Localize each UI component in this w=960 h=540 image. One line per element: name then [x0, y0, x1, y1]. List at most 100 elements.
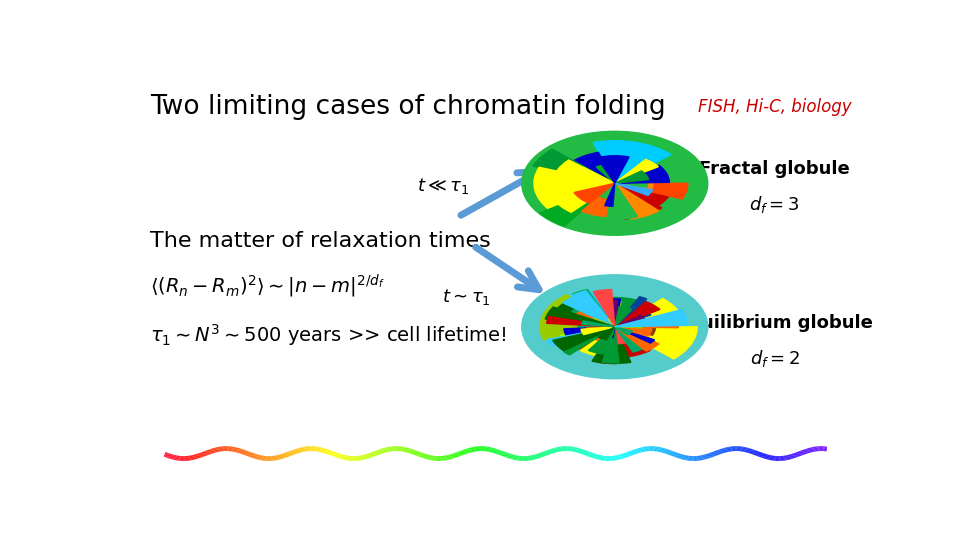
Wedge shape — [614, 173, 654, 183]
Wedge shape — [607, 183, 637, 219]
Wedge shape — [553, 327, 614, 350]
Wedge shape — [593, 183, 614, 198]
Wedge shape — [614, 149, 706, 183]
Wedge shape — [614, 322, 638, 327]
Wedge shape — [602, 327, 619, 363]
Wedge shape — [593, 141, 671, 183]
Wedge shape — [581, 327, 615, 357]
Wedge shape — [559, 161, 614, 183]
Wedge shape — [588, 327, 614, 354]
Text: The matter of relaxation times: The matter of relaxation times — [150, 231, 491, 251]
Wedge shape — [614, 322, 649, 327]
Wedge shape — [599, 327, 614, 348]
Circle shape — [522, 131, 708, 235]
Wedge shape — [573, 152, 614, 183]
Wedge shape — [540, 183, 614, 226]
Wedge shape — [604, 316, 614, 327]
Wedge shape — [597, 156, 629, 183]
Wedge shape — [614, 156, 653, 183]
Text: Equilibrium globule: Equilibrium globule — [676, 314, 874, 332]
Wedge shape — [590, 327, 614, 347]
Wedge shape — [614, 163, 648, 183]
Wedge shape — [609, 319, 614, 327]
Circle shape — [522, 275, 708, 379]
Wedge shape — [553, 160, 614, 183]
Wedge shape — [587, 327, 614, 334]
Wedge shape — [614, 327, 659, 351]
Wedge shape — [614, 301, 660, 327]
Wedge shape — [577, 316, 614, 327]
Wedge shape — [605, 183, 614, 206]
Wedge shape — [614, 309, 688, 327]
Wedge shape — [594, 327, 614, 341]
Wedge shape — [614, 169, 644, 183]
Text: Two limiting cases of chromatin folding: Two limiting cases of chromatin folding — [150, 94, 665, 120]
Wedge shape — [614, 314, 637, 327]
Wedge shape — [593, 289, 614, 327]
Wedge shape — [614, 323, 647, 330]
Text: $\tau_1 \sim N^3 \sim 500$ years >> cell lifetime!: $\tau_1 \sim N^3 \sim 500$ years >> cell… — [150, 322, 506, 348]
Wedge shape — [587, 327, 652, 355]
Wedge shape — [561, 327, 614, 345]
Wedge shape — [582, 321, 614, 327]
Wedge shape — [546, 316, 614, 327]
Wedge shape — [563, 291, 614, 327]
Wedge shape — [596, 164, 614, 183]
Wedge shape — [578, 322, 614, 333]
Wedge shape — [614, 183, 688, 199]
Wedge shape — [614, 327, 649, 354]
Wedge shape — [614, 183, 653, 195]
Wedge shape — [614, 320, 632, 327]
Wedge shape — [572, 289, 614, 327]
Wedge shape — [614, 159, 659, 183]
Wedge shape — [572, 167, 614, 183]
Wedge shape — [610, 299, 620, 327]
Text: Fractal globule: Fractal globule — [699, 160, 851, 178]
Wedge shape — [553, 301, 614, 327]
Wedge shape — [614, 327, 697, 359]
Wedge shape — [614, 327, 656, 352]
Wedge shape — [606, 327, 614, 338]
Wedge shape — [614, 299, 681, 327]
Wedge shape — [614, 315, 646, 327]
Wedge shape — [564, 327, 614, 355]
Wedge shape — [614, 181, 653, 191]
Wedge shape — [614, 327, 655, 343]
Wedge shape — [614, 307, 632, 327]
Wedge shape — [598, 183, 614, 193]
Wedge shape — [592, 327, 631, 363]
Wedge shape — [598, 327, 617, 363]
Wedge shape — [614, 171, 649, 183]
Wedge shape — [545, 307, 614, 327]
Wedge shape — [564, 327, 614, 352]
Wedge shape — [611, 172, 620, 183]
Wedge shape — [598, 327, 614, 340]
Wedge shape — [574, 183, 614, 204]
Wedge shape — [614, 327, 633, 335]
Wedge shape — [609, 327, 627, 344]
Wedge shape — [603, 301, 621, 327]
Wedge shape — [606, 327, 614, 342]
Wedge shape — [614, 322, 642, 328]
Wedge shape — [554, 183, 614, 212]
Wedge shape — [614, 183, 669, 210]
Wedge shape — [608, 300, 617, 327]
Text: $t \ll \tau_1$: $t \ll \tau_1$ — [418, 176, 470, 196]
Wedge shape — [581, 327, 614, 335]
Wedge shape — [614, 309, 651, 327]
Wedge shape — [614, 314, 633, 327]
Wedge shape — [614, 179, 647, 187]
Text: $d_f = 3$: $d_f = 3$ — [750, 194, 800, 215]
Wedge shape — [540, 295, 614, 340]
Wedge shape — [614, 183, 662, 219]
Text: $t \sim \tau_1$: $t \sim \tau_1$ — [442, 287, 491, 307]
Wedge shape — [571, 327, 614, 338]
Wedge shape — [581, 298, 640, 327]
Wedge shape — [595, 302, 614, 327]
Wedge shape — [534, 167, 614, 210]
Wedge shape — [614, 292, 686, 327]
Wedge shape — [614, 327, 643, 351]
Wedge shape — [590, 318, 614, 327]
Wedge shape — [614, 309, 664, 327]
Wedge shape — [614, 320, 679, 328]
